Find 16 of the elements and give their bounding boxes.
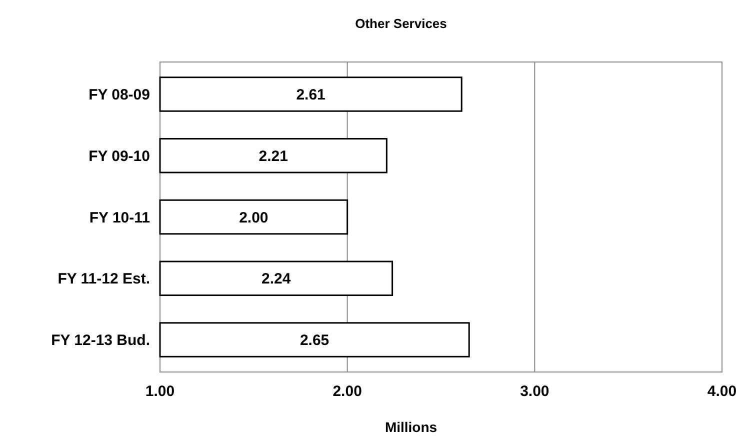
- y-tick-label: FY 08-09: [88, 86, 150, 104]
- data-label: 2.65: [300, 332, 330, 350]
- data-label: 2.21: [258, 148, 288, 165]
- chart-title: Other Services: [355, 16, 447, 31]
- data-label: 2.61: [296, 86, 326, 104]
- x-tick-label: 2.00: [332, 383, 362, 400]
- data-label: 2.00: [239, 209, 268, 226]
- y-tick-label: FY 12-13 Bud.: [51, 332, 150, 350]
- y-tick-label: FY 11-12 Est.: [58, 270, 150, 288]
- x-tick-label: 3.00: [520, 383, 550, 400]
- data-label: 2.24: [262, 270, 292, 288]
- x-tick-label: 4.00: [707, 383, 737, 400]
- x-tick-label: 1.00: [145, 383, 175, 400]
- x-axis-title: Millions: [384, 419, 438, 435]
- y-tick-label: FY 09-10: [88, 148, 150, 165]
- y-tick-label: FY 10-11: [89, 209, 150, 226]
